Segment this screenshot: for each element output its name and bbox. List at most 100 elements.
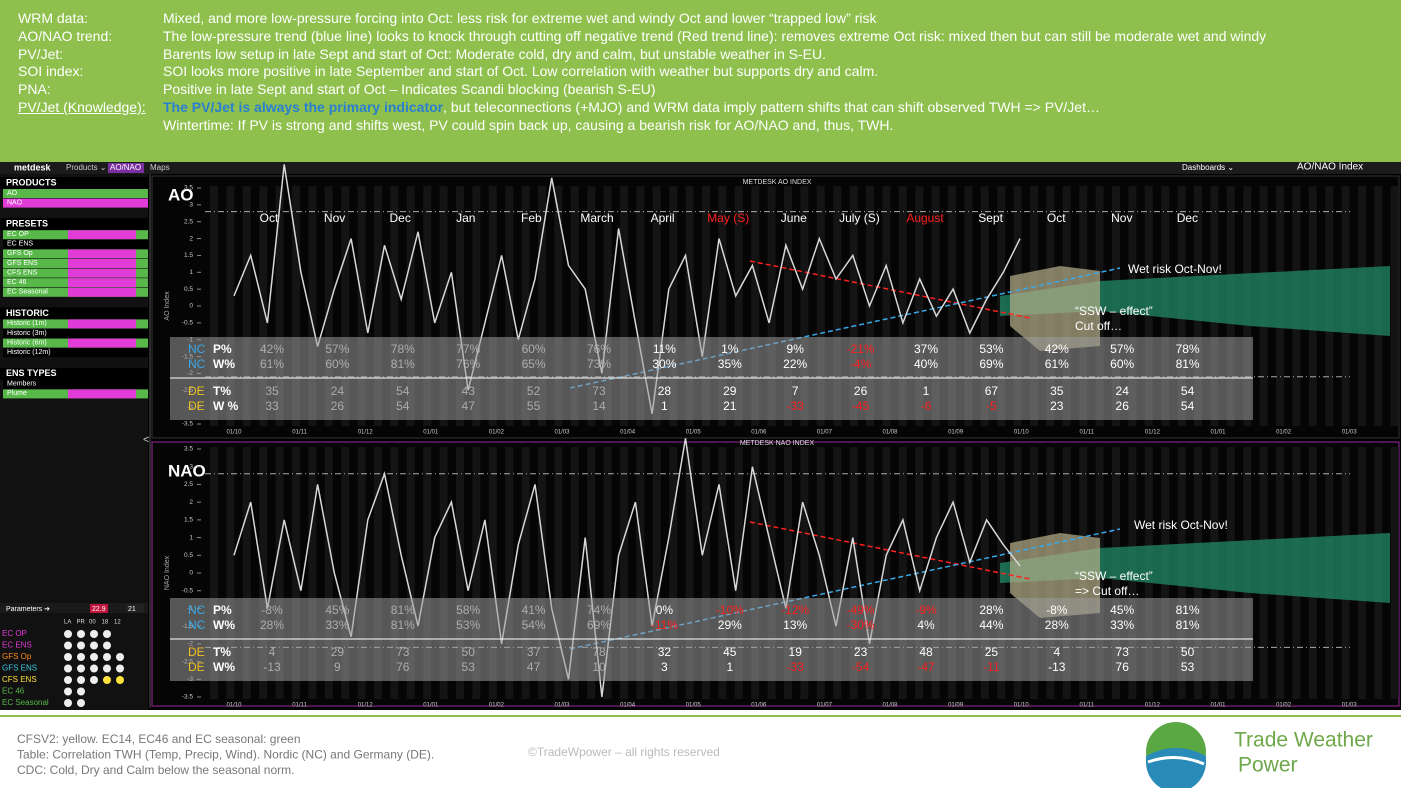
check[interactable] bbox=[64, 676, 72, 684]
check[interactable] bbox=[77, 664, 85, 673]
maps[interactable]: Maps bbox=[150, 163, 170, 172]
y-tick-label: -3.5 bbox=[182, 421, 194, 428]
logo-wave bbox=[1146, 748, 1206, 788]
y-tick-label: -3.5 bbox=[182, 694, 194, 701]
x-tick-label: 01/10 bbox=[1014, 430, 1030, 436]
sidebar-item[interactable]: CFS ENS bbox=[7, 269, 38, 276]
sidebar-item[interactable]: Members bbox=[7, 381, 37, 388]
check[interactable] bbox=[103, 641, 111, 650]
row-text: The low-pressure trend (blue line) looks… bbox=[163, 28, 1266, 44]
table-cell: 73 bbox=[396, 645, 410, 659]
check[interactable] bbox=[77, 653, 85, 661]
table-cell: 1 bbox=[726, 660, 733, 674]
sidebar-item[interactable]: GFS ENS bbox=[7, 260, 38, 267]
table-cell: 26 bbox=[1116, 399, 1130, 413]
table-cell: 11% bbox=[653, 342, 676, 356]
tab[interactable]: AO/NAO bbox=[110, 163, 141, 172]
table-cell: 35% bbox=[718, 357, 742, 371]
sidebar-item[interactable]: NAO bbox=[7, 199, 23, 206]
table-cell: 10 bbox=[592, 660, 606, 674]
sidebar-item[interactable]: Historic (6m) bbox=[7, 339, 47, 346]
sidebar-item[interactable]: Historic (3m) bbox=[7, 330, 47, 337]
param-col: LA bbox=[64, 620, 71, 626]
sidebar-item[interactable]: EC ENS bbox=[7, 241, 33, 248]
row-region: DE bbox=[188, 645, 205, 659]
check[interactable] bbox=[90, 676, 98, 684]
section-title: HISTORIC bbox=[6, 308, 49, 318]
table-cell: -54 bbox=[852, 660, 870, 674]
table-cell: 47 bbox=[527, 660, 541, 674]
x-tick-label: 01/01 bbox=[423, 430, 439, 436]
stripe bbox=[652, 447, 661, 699]
check[interactable] bbox=[64, 687, 72, 696]
check[interactable] bbox=[77, 630, 85, 638]
check[interactable] bbox=[64, 630, 72, 638]
dashboards[interactable]: Dashboards ⌄ bbox=[1182, 163, 1234, 172]
stripe bbox=[554, 186, 563, 426]
check[interactable] bbox=[90, 641, 98, 650]
check[interactable] bbox=[90, 653, 98, 661]
check[interactable] bbox=[90, 664, 98, 673]
sidebar-item[interactable]: EC Seasonal bbox=[7, 289, 48, 296]
stripe bbox=[423, 186, 432, 426]
table-cell: 13% bbox=[783, 618, 807, 632]
row-label: PNA: bbox=[18, 81, 51, 98]
check[interactable] bbox=[103, 630, 111, 638]
table-cell: -10% bbox=[716, 603, 744, 617]
stripe bbox=[980, 186, 989, 426]
check[interactable] bbox=[116, 653, 124, 661]
check[interactable] bbox=[64, 664, 72, 673]
row-text: Barents low setup in late Sept and start… bbox=[163, 46, 826, 62]
check[interactable] bbox=[77, 699, 85, 707]
check[interactable] bbox=[64, 641, 72, 650]
sidebar-item[interactable]: EC OP bbox=[7, 231, 29, 238]
section-head-bg bbox=[0, 307, 148, 320]
stripe bbox=[357, 186, 366, 426]
x-tick-label: 01/12 bbox=[1145, 430, 1161, 436]
table-cell: 22% bbox=[783, 357, 807, 371]
check[interactable] bbox=[90, 630, 98, 638]
sidebar-item[interactable]: Plume bbox=[7, 390, 27, 397]
stripe bbox=[538, 186, 546, 426]
stripe bbox=[767, 186, 776, 426]
stripe bbox=[538, 447, 546, 699]
check[interactable] bbox=[116, 676, 124, 684]
sidebar-item[interactable]: Historic (1m) bbox=[7, 320, 47, 327]
check[interactable] bbox=[116, 664, 124, 673]
sidebar-item[interactable]: AO bbox=[7, 190, 18, 197]
check[interactable] bbox=[77, 641, 85, 650]
check[interactable] bbox=[64, 653, 72, 661]
table-cell: 29 bbox=[723, 384, 737, 398]
text: The low-pressure trend (blue line) looks… bbox=[163, 27, 1267, 44]
x-tick-label: 01/10 bbox=[226, 430, 242, 436]
sidebar-item[interactable]: GFS Op bbox=[7, 250, 33, 257]
table-cell: -21% bbox=[847, 342, 875, 356]
y-tick-label: 0 bbox=[189, 303, 193, 310]
stripe bbox=[308, 447, 317, 699]
x-tick-label: 01/03 bbox=[1342, 703, 1358, 709]
table-cell: 21 bbox=[723, 399, 737, 413]
tab-bg bbox=[108, 163, 144, 173]
table-cell: 54% bbox=[522, 618, 546, 632]
sidebar-item[interactable]: EC 46 bbox=[7, 279, 27, 286]
y-tick-label: 1 bbox=[189, 269, 193, 276]
check[interactable] bbox=[103, 653, 111, 661]
stripe bbox=[669, 447, 678, 699]
stripe bbox=[931, 447, 940, 699]
sidebar-item[interactable]: Historic (12m) bbox=[7, 349, 51, 356]
check[interactable] bbox=[103, 664, 111, 673]
table-cell: 55 bbox=[527, 399, 541, 413]
annotation: Cut off… bbox=[1075, 319, 1122, 333]
x-tick-label: 01/12 bbox=[358, 430, 374, 436]
check[interactable] bbox=[103, 676, 111, 684]
check[interactable] bbox=[64, 699, 72, 707]
collapse-icon[interactable]: < bbox=[143, 434, 149, 446]
row-metric: W % bbox=[213, 399, 239, 413]
check[interactable] bbox=[77, 687, 85, 696]
y-tick-label: 2 bbox=[189, 235, 193, 242]
stripe bbox=[292, 186, 300, 426]
check[interactable] bbox=[77, 676, 85, 684]
menu[interactable]: Products ⌄ bbox=[66, 163, 107, 172]
table-cell: 81% bbox=[391, 357, 415, 371]
text: SOI looks more positive in late Septembe… bbox=[163, 63, 879, 80]
